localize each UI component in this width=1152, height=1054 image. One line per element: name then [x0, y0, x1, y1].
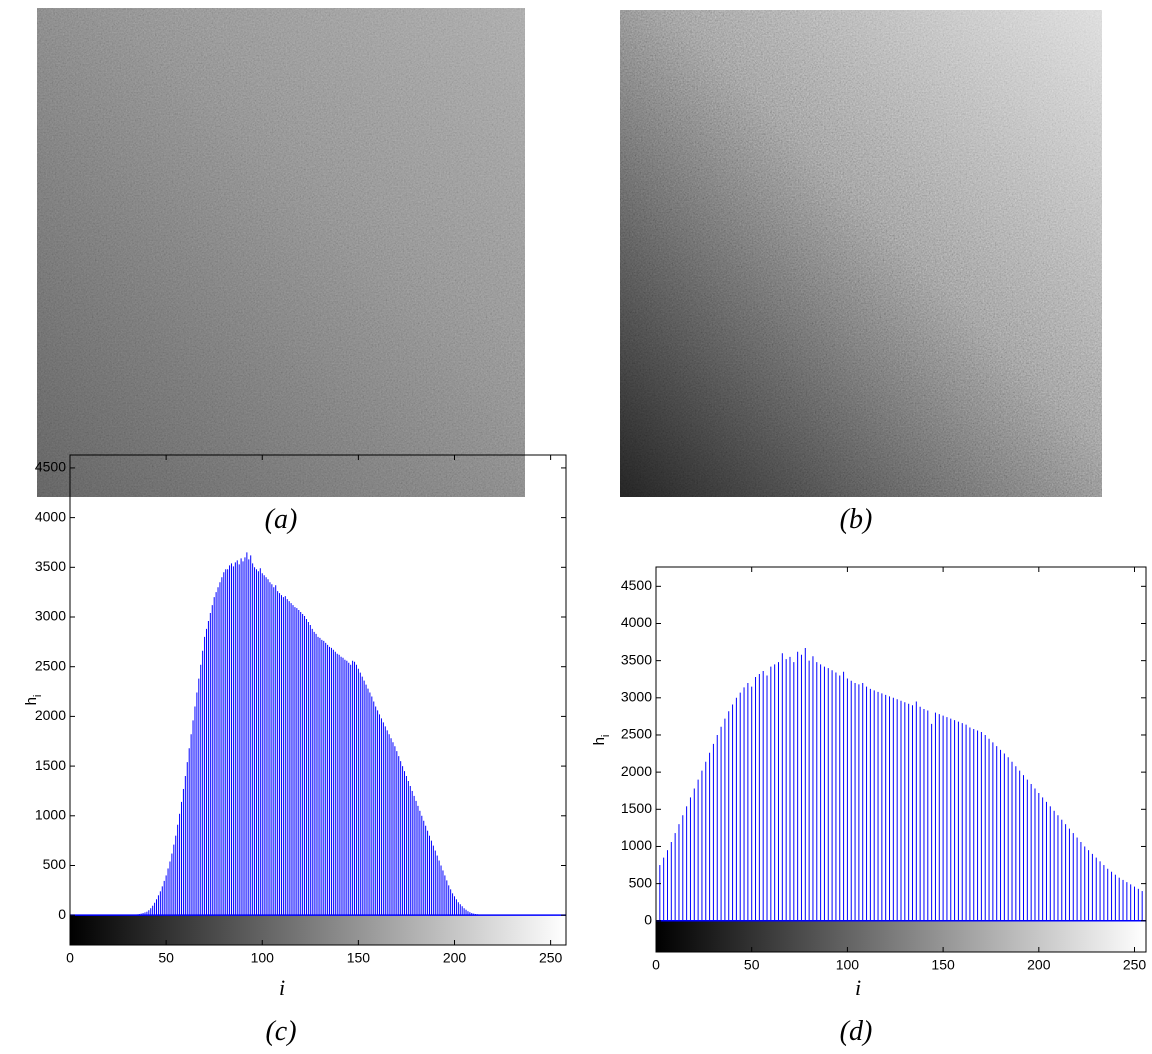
image-a	[37, 8, 525, 497]
x-axis-label: i	[855, 975, 861, 1000]
y-tick-label: 500	[629, 874, 653, 890]
x-tick-label: 0	[66, 950, 74, 966]
x-tick-label: 50	[158, 950, 174, 966]
colorbar	[70, 915, 566, 945]
y-tick-label: 3000	[621, 689, 652, 705]
y-tick-label: 2500	[621, 726, 652, 742]
y-axis-label-subscript: i	[32, 695, 44, 697]
y-axis-label-main: h	[23, 697, 40, 705]
x-tick-label: 250	[539, 950, 563, 966]
y-tick-label: 2000	[35, 707, 66, 723]
y-tick-label: 2000	[621, 763, 652, 779]
y-axis-label: hi	[23, 695, 44, 706]
y-tick-label: 500	[43, 856, 67, 872]
x-tick-label: 0	[652, 957, 660, 973]
y-tick-label: 3500	[621, 651, 652, 667]
y-tick-label: 4000	[35, 508, 66, 524]
caption: (c)	[265, 1016, 296, 1047]
histogram: 0 500 1000 1500 2000 2500 3000 3500 4000 4500 0 50 1…	[23, 454, 567, 1047]
caption: (a)	[265, 504, 298, 535]
y-axis-label: hi	[591, 735, 612, 746]
y-axis-label-subscript: i	[600, 735, 612, 737]
caption: (b)	[840, 504, 873, 535]
x-tick-label: 250	[1123, 957, 1147, 973]
y-axis-label-main: h	[591, 737, 608, 745]
y-tick-label: 1500	[621, 800, 652, 816]
plot-frame	[69, 454, 567, 946]
y-tick-label: 4500	[621, 577, 652, 593]
x-tick-label: 200	[443, 950, 467, 966]
x-tick-label: 150	[931, 957, 955, 973]
y-tick-label: 3000	[35, 608, 66, 624]
image-b	[620, 10, 1102, 497]
y-tick-label: 3500	[35, 558, 66, 574]
x-tick-label: 100	[836, 957, 860, 973]
x-tick-label: 50	[744, 957, 760, 973]
y-tick-label: 4000	[621, 614, 652, 630]
y-tick-label: 0	[58, 906, 66, 922]
x-axis-label: i	[279, 975, 285, 1000]
colorbar	[656, 920, 1146, 952]
caption: (d)	[840, 1016, 873, 1047]
x-tick-label: 150	[347, 950, 371, 966]
y-tick-label: 1000	[621, 837, 652, 853]
y-tick-label: 4500	[35, 459, 66, 475]
plot-frame	[655, 566, 1147, 953]
y-tick-label: 1000	[35, 806, 66, 822]
x-tick-label: 100	[251, 950, 275, 966]
x-tick-label: 200	[1027, 957, 1051, 973]
histogram: 0 500 1000 1500 2000 2500 3000 3500 4000 4500 0 50 1…	[591, 566, 1147, 1047]
y-tick-label: 2500	[35, 657, 66, 673]
y-tick-label: 0	[644, 911, 652, 927]
y-tick-label: 1500	[35, 757, 66, 773]
